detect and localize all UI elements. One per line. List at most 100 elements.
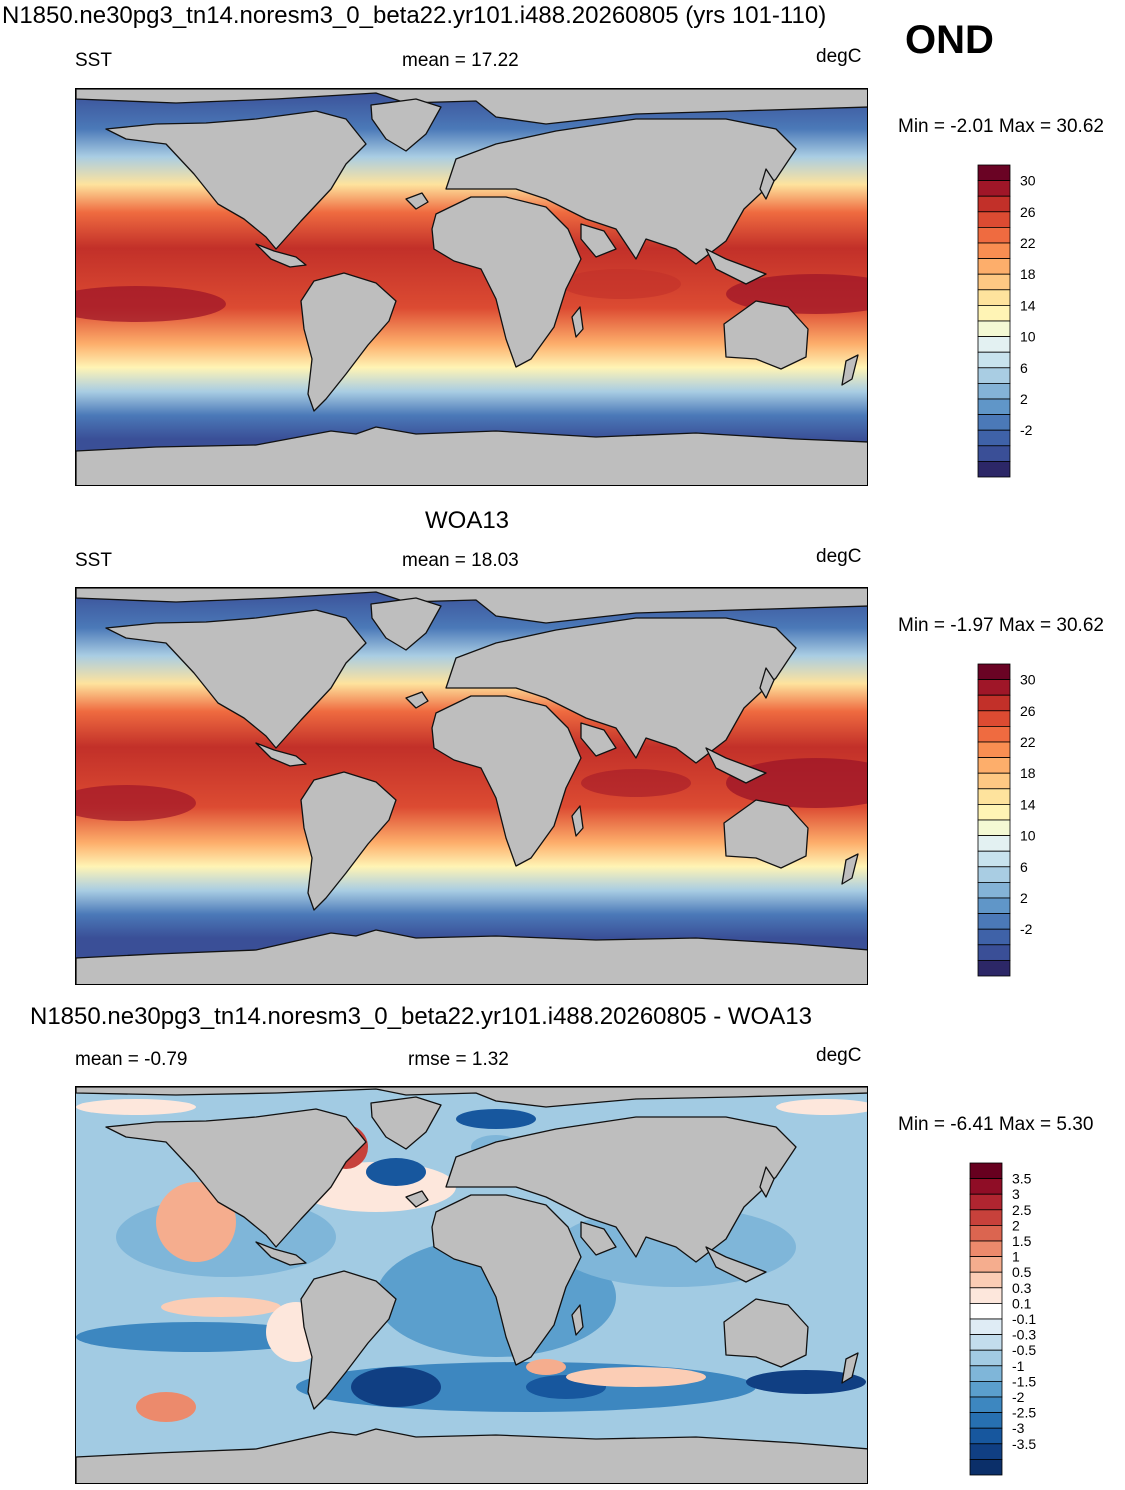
panel1-colorbar-box xyxy=(977,289,1011,306)
panel2-map xyxy=(75,587,868,985)
panel1-colorbar-box xyxy=(977,367,1011,384)
panel2-variable: SST xyxy=(75,550,112,571)
panel1-colorbar-box xyxy=(977,414,1011,431)
panel1-colorbar-label: 18 xyxy=(1020,266,1036,282)
panel3-colorbar-label: -0.1 xyxy=(1012,1311,1036,1327)
panel2-colorbar-label: 10 xyxy=(1020,828,1036,844)
panel1-variable: SST xyxy=(75,50,112,71)
panel3-map xyxy=(75,1086,868,1484)
panel3-colorbar-label: 0.1 xyxy=(1012,1295,1032,1311)
panel2-colorbar-box xyxy=(977,959,1011,977)
panel3-colorbar-label: 0.3 xyxy=(1012,1280,1032,1296)
panel2-colorbar-box xyxy=(977,679,1011,696)
panel3-colorbar-label: 0.5 xyxy=(1012,1264,1032,1280)
panel2-colorbar-label: 2 xyxy=(1020,890,1028,906)
panel3-colorbar-box xyxy=(969,1443,1003,1460)
panel1-colorbar: 30 26 22 18 14 10 6 2 -2 xyxy=(977,164,1058,478)
panel1-colorbar-box xyxy=(977,304,1011,322)
panel1-colorbar-box xyxy=(977,273,1011,291)
panel1-minmax: Min = -2.01 Max = 30.62 xyxy=(898,116,1104,137)
season-label: OND xyxy=(905,18,994,62)
figure-title: N1850.ne30pg3_tn14.noresm3_0_beta22.yr10… xyxy=(2,2,827,29)
panel2-colorbar: 30 26 22 18 14 10 6 2 -2 xyxy=(977,663,1058,977)
panel3-colorbar-box xyxy=(969,1209,1003,1226)
panel3-colorbar-label: -2.5 xyxy=(1012,1405,1036,1421)
panel1-mean: mean = 17.22 xyxy=(402,50,519,71)
panel1-units: degC xyxy=(816,46,862,67)
panel2-colorbar-box xyxy=(977,710,1011,727)
panel3-rmse: rmse = 1.32 xyxy=(408,1049,509,1070)
panel3-colorbar-label: -3 xyxy=(1012,1420,1025,1436)
panel3-colorbar-box xyxy=(969,1302,1003,1320)
panel3-map-svg xyxy=(76,1087,867,1483)
panel1-colorbar-box xyxy=(977,398,1011,416)
panel3-colorbar-box xyxy=(969,1412,1003,1429)
panel2-colorbar-box xyxy=(977,803,1011,821)
panel3-colorbar-box xyxy=(969,1334,1003,1351)
panel3-colorbar-label: 2 xyxy=(1012,1217,1020,1233)
panel1-colorbar-label: -2 xyxy=(1020,422,1033,438)
panel3-colorbar-box xyxy=(969,1427,1003,1445)
panel3-colorbar-label: -1 xyxy=(1012,1358,1025,1374)
panel2-colorbar-label: 26 xyxy=(1020,703,1036,719)
panel3-colorbar-box xyxy=(969,1225,1003,1242)
panel1-colorbar-box xyxy=(977,351,1011,369)
panel1-colorbar-label: 30 xyxy=(1020,173,1036,189)
panel1-colorbar-box xyxy=(977,320,1011,338)
panel1-colorbar-box xyxy=(977,429,1011,447)
panel2-colorbar-box xyxy=(977,835,1011,852)
panel3-colorbar-label: -0.5 xyxy=(1012,1342,1036,1358)
panel3-colorbar-box xyxy=(969,1240,1003,1258)
panel3-colorbar-label: -1.5 xyxy=(1012,1373,1036,1389)
panel1-colorbar-box xyxy=(977,195,1011,213)
panel3-colorbar-box xyxy=(969,1193,1003,1211)
panel2-colorbar-box xyxy=(977,757,1011,774)
panel1-colorbar-box xyxy=(977,227,1011,244)
panel2-map-svg xyxy=(76,588,867,984)
panel2-units: degC xyxy=(816,546,862,567)
panel2-colorbar-box xyxy=(977,694,1011,712)
panel2-colorbar-box xyxy=(977,788,1011,805)
panel3-units: degC xyxy=(816,1045,862,1066)
panel2-colorbar-box xyxy=(977,897,1011,915)
panel3-colorbar-box xyxy=(969,1256,1003,1273)
panel2-colorbar-label: 22 xyxy=(1020,734,1036,750)
panel2-colorbar-label: -2 xyxy=(1020,921,1033,937)
panel3-colorbar: 3.5 3 2.5 2 1.5 1 0.5 0.3 0.1 -0.1 -0.3 -0.5 -1 -1.5-… xyxy=(969,1162,1060,1476)
panel3-colorbar-label: 1 xyxy=(1012,1249,1020,1265)
panel3-colorbar-box xyxy=(969,1162,1003,1180)
panel3-colorbar-box xyxy=(969,1318,1003,1336)
panel2-colorbar-box xyxy=(977,741,1011,759)
panel2-colorbar-box xyxy=(977,913,1011,930)
panel2-colorbar-box xyxy=(977,726,1011,743)
panel2-colorbar-label: 14 xyxy=(1020,796,1036,812)
panel1-colorbar-box xyxy=(977,164,1011,182)
panel3-title: N1850.ne30pg3_tn14.noresm3_0_beta22.yr10… xyxy=(30,1003,812,1030)
panel3-colorbar-box xyxy=(969,1178,1003,1195)
panel1-colorbar-box xyxy=(977,460,1011,478)
panel2-mean: mean = 18.03 xyxy=(402,550,519,571)
panel2-colorbar-box xyxy=(977,772,1011,790)
panel2-title: WOA13 xyxy=(425,507,510,534)
panel2-colorbar-box xyxy=(977,928,1011,946)
panel3-colorbar-label: -3.5 xyxy=(1012,1436,1036,1452)
panel3-colorbar-box xyxy=(969,1380,1003,1398)
panel1-colorbar-box xyxy=(977,211,1011,228)
panel3-colorbar-box xyxy=(969,1271,1003,1289)
panel1-colorbar-box xyxy=(977,445,1011,462)
panel2-colorbar-label: 6 xyxy=(1020,859,1028,875)
panel2-colorbar-label: 18 xyxy=(1020,765,1036,781)
panel1-colorbar-box xyxy=(977,242,1011,260)
panel3-colorbar-box xyxy=(969,1396,1003,1414)
panel2-colorbar-box xyxy=(977,866,1011,883)
panel1-map xyxy=(75,88,868,486)
panel1-map-svg xyxy=(76,89,867,485)
panel1-colorbar-label: 14 xyxy=(1020,297,1036,313)
panel2-colorbar-box xyxy=(977,663,1011,681)
panel1-colorbar-label: 6 xyxy=(1020,360,1028,376)
panel1-colorbar-label: 10 xyxy=(1020,329,1036,345)
panel1-colorbar-box xyxy=(977,180,1011,197)
panel1-colorbar-label: 26 xyxy=(1020,204,1036,220)
panel3-mean: mean = -0.79 xyxy=(75,1049,188,1070)
panel3-colorbar-box xyxy=(969,1458,1003,1476)
